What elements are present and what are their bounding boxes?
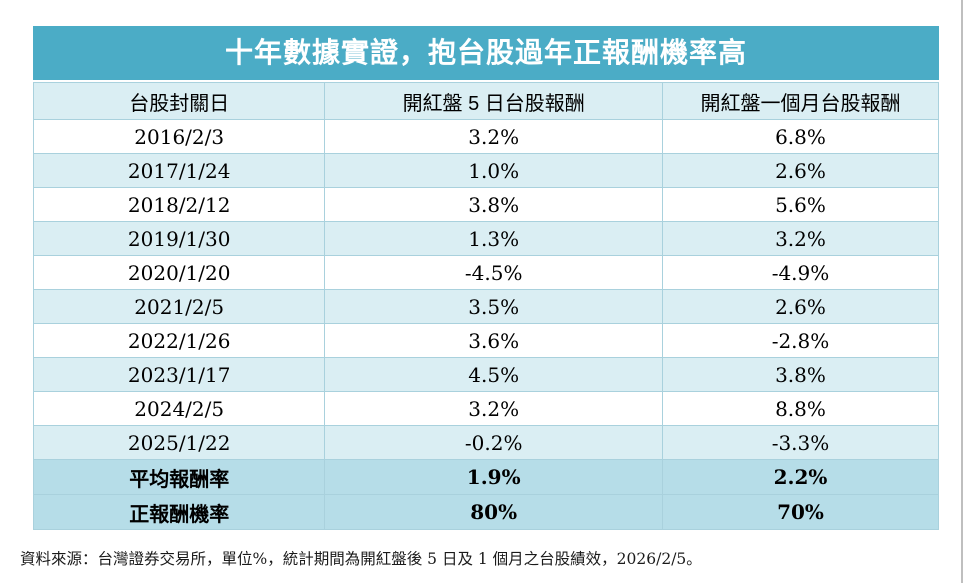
return-1month-cell: -3.3%: [661, 425, 940, 460]
return-5day-cell: 3.8%: [324, 187, 663, 222]
table-row: 2020/1/20 -4.5% -4.9%: [32, 255, 940, 290]
return-5day-cell: 1.3%: [324, 221, 663, 256]
header-row: 台股封關日 開紅盤 5 日台股報酬 開紅盤一個月台股報酬: [32, 82, 940, 120]
data-source-note: 資料來源：台灣證券交易所，單位%，統計期間為開紅盤後 5 日及 1 個月之台股績…: [20, 550, 702, 568]
close-date-cell: 2023/1/17: [32, 357, 326, 392]
close-date-cell: 2021/2/5: [32, 289, 326, 324]
return-5day-cell: 3.5%: [324, 289, 663, 324]
return-1month-cell: 3.2%: [661, 221, 940, 256]
close-date-cell: 2017/1/24: [32, 153, 326, 188]
return-1month-cell: -4.9%: [661, 255, 940, 290]
return-1month-cell: 5.6%: [661, 187, 940, 222]
return-5day-cell: -0.2%: [324, 425, 663, 460]
return-5day-cell: 3.2%: [324, 119, 663, 154]
close-date-cell: 2016/2/3: [32, 119, 326, 154]
return-1month-cell: 6.8%: [661, 119, 940, 154]
table-row: 2022/1/26 3.6% -2.8%: [32, 323, 940, 358]
close-date-cell: 2024/2/5: [32, 391, 326, 426]
table-row: 2017/1/24 1.0% 2.6%: [32, 153, 940, 188]
return-5day-cell: 3.6%: [324, 323, 663, 358]
table-row: 2021/2/5 3.5% 2.6%: [32, 289, 940, 324]
close-date-cell: 2019/1/30: [32, 221, 326, 256]
return-5day-cell: 1.0%: [324, 153, 663, 188]
return-1month-cell: 2.6%: [661, 153, 940, 188]
return-1month-cell: 3.8%: [661, 357, 940, 392]
return-5day-cell: 3.2%: [324, 391, 663, 426]
column-header-1month-return: 開紅盤一個月台股報酬: [661, 82, 940, 120]
positive-probability-row: 正報酬機率 80% 70%: [32, 494, 940, 530]
close-date-cell: 2022/1/26: [32, 323, 326, 358]
return-5day-cell: 80%: [324, 494, 663, 530]
return-1month-cell: 2.2%: [661, 459, 940, 495]
column-header-close-date: 台股封關日: [32, 82, 326, 120]
return-1month-cell: 8.8%: [661, 391, 940, 426]
table-row: 2018/2/12 3.8% 5.6%: [32, 187, 940, 222]
average-return-row: 平均報酬率 1.9% 2.2%: [32, 459, 940, 495]
summary-label: 正報酬機率: [32, 494, 326, 530]
return-1month-cell: -2.8%: [661, 323, 940, 358]
close-date-cell: 2025/1/22: [32, 425, 326, 460]
return-1month-cell: 2.6%: [661, 289, 940, 324]
close-date-cell: 2018/2/12: [32, 187, 326, 222]
return-1month-cell: 70%: [661, 494, 940, 530]
table-row: 2016/2/3 3.2% 6.8%: [32, 119, 940, 154]
figure-title: 十年數據實證，抱台股過年正報酬機率高: [33, 26, 939, 80]
stock-returns-table: 台股封關日 開紅盤 5 日台股報酬 開紅盤一個月台股報酬 2016/2/3 3.…: [32, 82, 940, 530]
return-5day-cell: -4.5%: [324, 255, 663, 290]
table-row: 2024/2/5 3.2% 8.8%: [32, 391, 940, 426]
table-row: 2019/1/30 1.3% 3.2%: [32, 221, 940, 256]
table-figure: 十年數據實證，抱台股過年正報酬機率高 台股封關日 開紅盤 5 日台股報酬 開紅盤…: [32, 26, 940, 530]
return-5day-cell: 1.9%: [324, 459, 663, 495]
close-date-cell: 2020/1/20: [32, 255, 326, 290]
page-edge-line: [961, 0, 963, 583]
table-row: 2023/1/17 4.5% 3.8%: [32, 357, 940, 392]
table-row: 2025/1/22 -0.2% -3.3%: [32, 425, 940, 460]
summary-label: 平均報酬率: [32, 459, 326, 495]
column-header-5day-return: 開紅盤 5 日台股報酬: [324, 82, 663, 120]
return-5day-cell: 4.5%: [324, 357, 663, 392]
